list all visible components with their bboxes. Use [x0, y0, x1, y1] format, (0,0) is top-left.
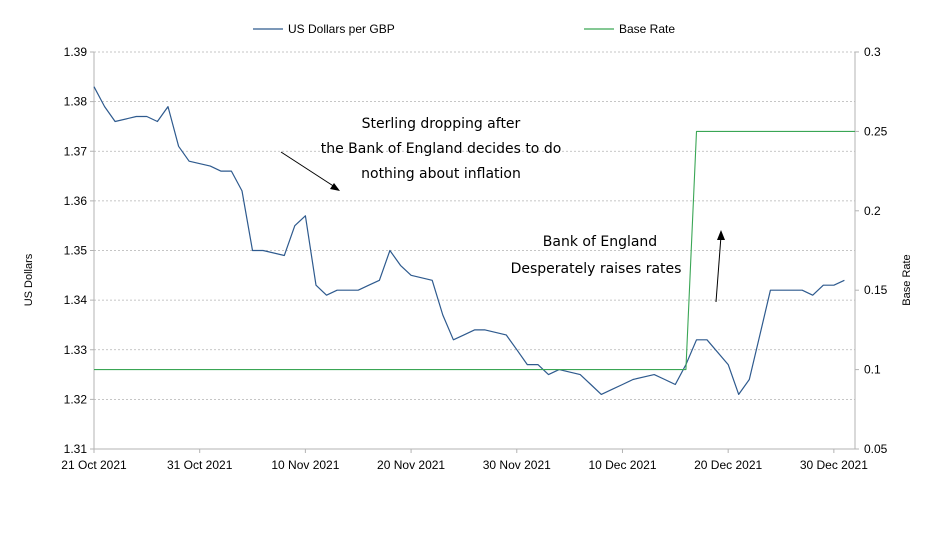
x-tick-label: 20 Nov 2021: [377, 458, 445, 472]
x-tick-label: 30 Nov 2021: [483, 458, 551, 472]
annotation-boe-arrow: [715, 235, 722, 303]
annotation-boe-line-2: Desperately raises rates: [511, 261, 682, 277]
y2-tick-labels: 0.05 0.1 0.15 0.2 0.25 0.3: [864, 45, 888, 456]
legend-label-usd: US Dollars per GBP: [288, 22, 395, 36]
annotation-sterling-arrowhead: [330, 183, 340, 191]
y2-tick-label: 0.25: [864, 124, 888, 138]
annotation-sterling: Sterling dropping after the Bank of Engl…: [280, 116, 562, 191]
annotation-sterling-arrow: [280, 151, 339, 190]
y-tick-label: 1.38: [64, 95, 88, 109]
annotation-sterling-line-3: nothing about inflation: [361, 166, 521, 182]
legend-label-base-rate: Base Rate: [619, 22, 675, 36]
legend: US Dollars per GBP Base Rate: [253, 22, 675, 36]
y2-axis-title: Base Rate: [901, 254, 913, 305]
y2-tick-label: 0.3: [864, 45, 881, 59]
y2-tick-label: 0.05: [864, 442, 888, 456]
series-line-usd-per-gbp: [93, 86, 845, 395]
annotation-boe-arrowhead: [717, 230, 725, 240]
y-axis-title: US Dollars: [23, 253, 35, 306]
x-tick-label: 10 Dec 2021: [588, 458, 656, 472]
y-tick-label: 1.39: [64, 45, 88, 59]
x-tick-labels: 21 Oct 2021 31 Oct 2021 10 Nov 2021 20 Nov …: [61, 458, 868, 472]
y-tick-label: 1.33: [64, 343, 88, 357]
y-tick-label: 1.32: [64, 392, 88, 406]
y-tick-label: 1.34: [64, 293, 88, 307]
x-tick-label: 10 Nov 2021: [271, 458, 339, 472]
y-tick-label: 1.35: [64, 244, 88, 258]
tick-marks: [90, 51, 859, 453]
x-tick-label: 21 Oct 2021: [61, 458, 127, 472]
y2-tick-label: 0.15: [864, 283, 888, 297]
y-tick-labels: 1.31 1.32 1.33 1.34 1.35 1.36 1.37 1.38 1.39: [64, 45, 88, 456]
gridlines: [94, 51, 855, 400]
x-tick-label: 30 Dec 2021: [800, 458, 868, 472]
y-tick-label: 1.31: [64, 442, 88, 456]
series-line-base-rate: [94, 130, 855, 371]
annotation-sterling-line-1: Sterling dropping after: [362, 116, 521, 132]
x-tick-label: 20 Dec 2021: [694, 458, 762, 472]
annotation-boe-line-1: Bank of England: [543, 234, 657, 250]
annotation-sterling-line-2: the Bank of England decides to do: [321, 141, 562, 157]
series-layer: [93, 86, 855, 395]
y2-tick-label: 0.2: [864, 204, 881, 218]
y-tick-label: 1.37: [64, 144, 88, 158]
x-tick-label: 31 Oct 2021: [167, 458, 233, 472]
annotation-boe: Bank of England Desperately raises rates: [511, 230, 725, 303]
y2-tick-label: 0.1: [864, 363, 881, 377]
y-tick-label: 1.36: [64, 194, 88, 208]
